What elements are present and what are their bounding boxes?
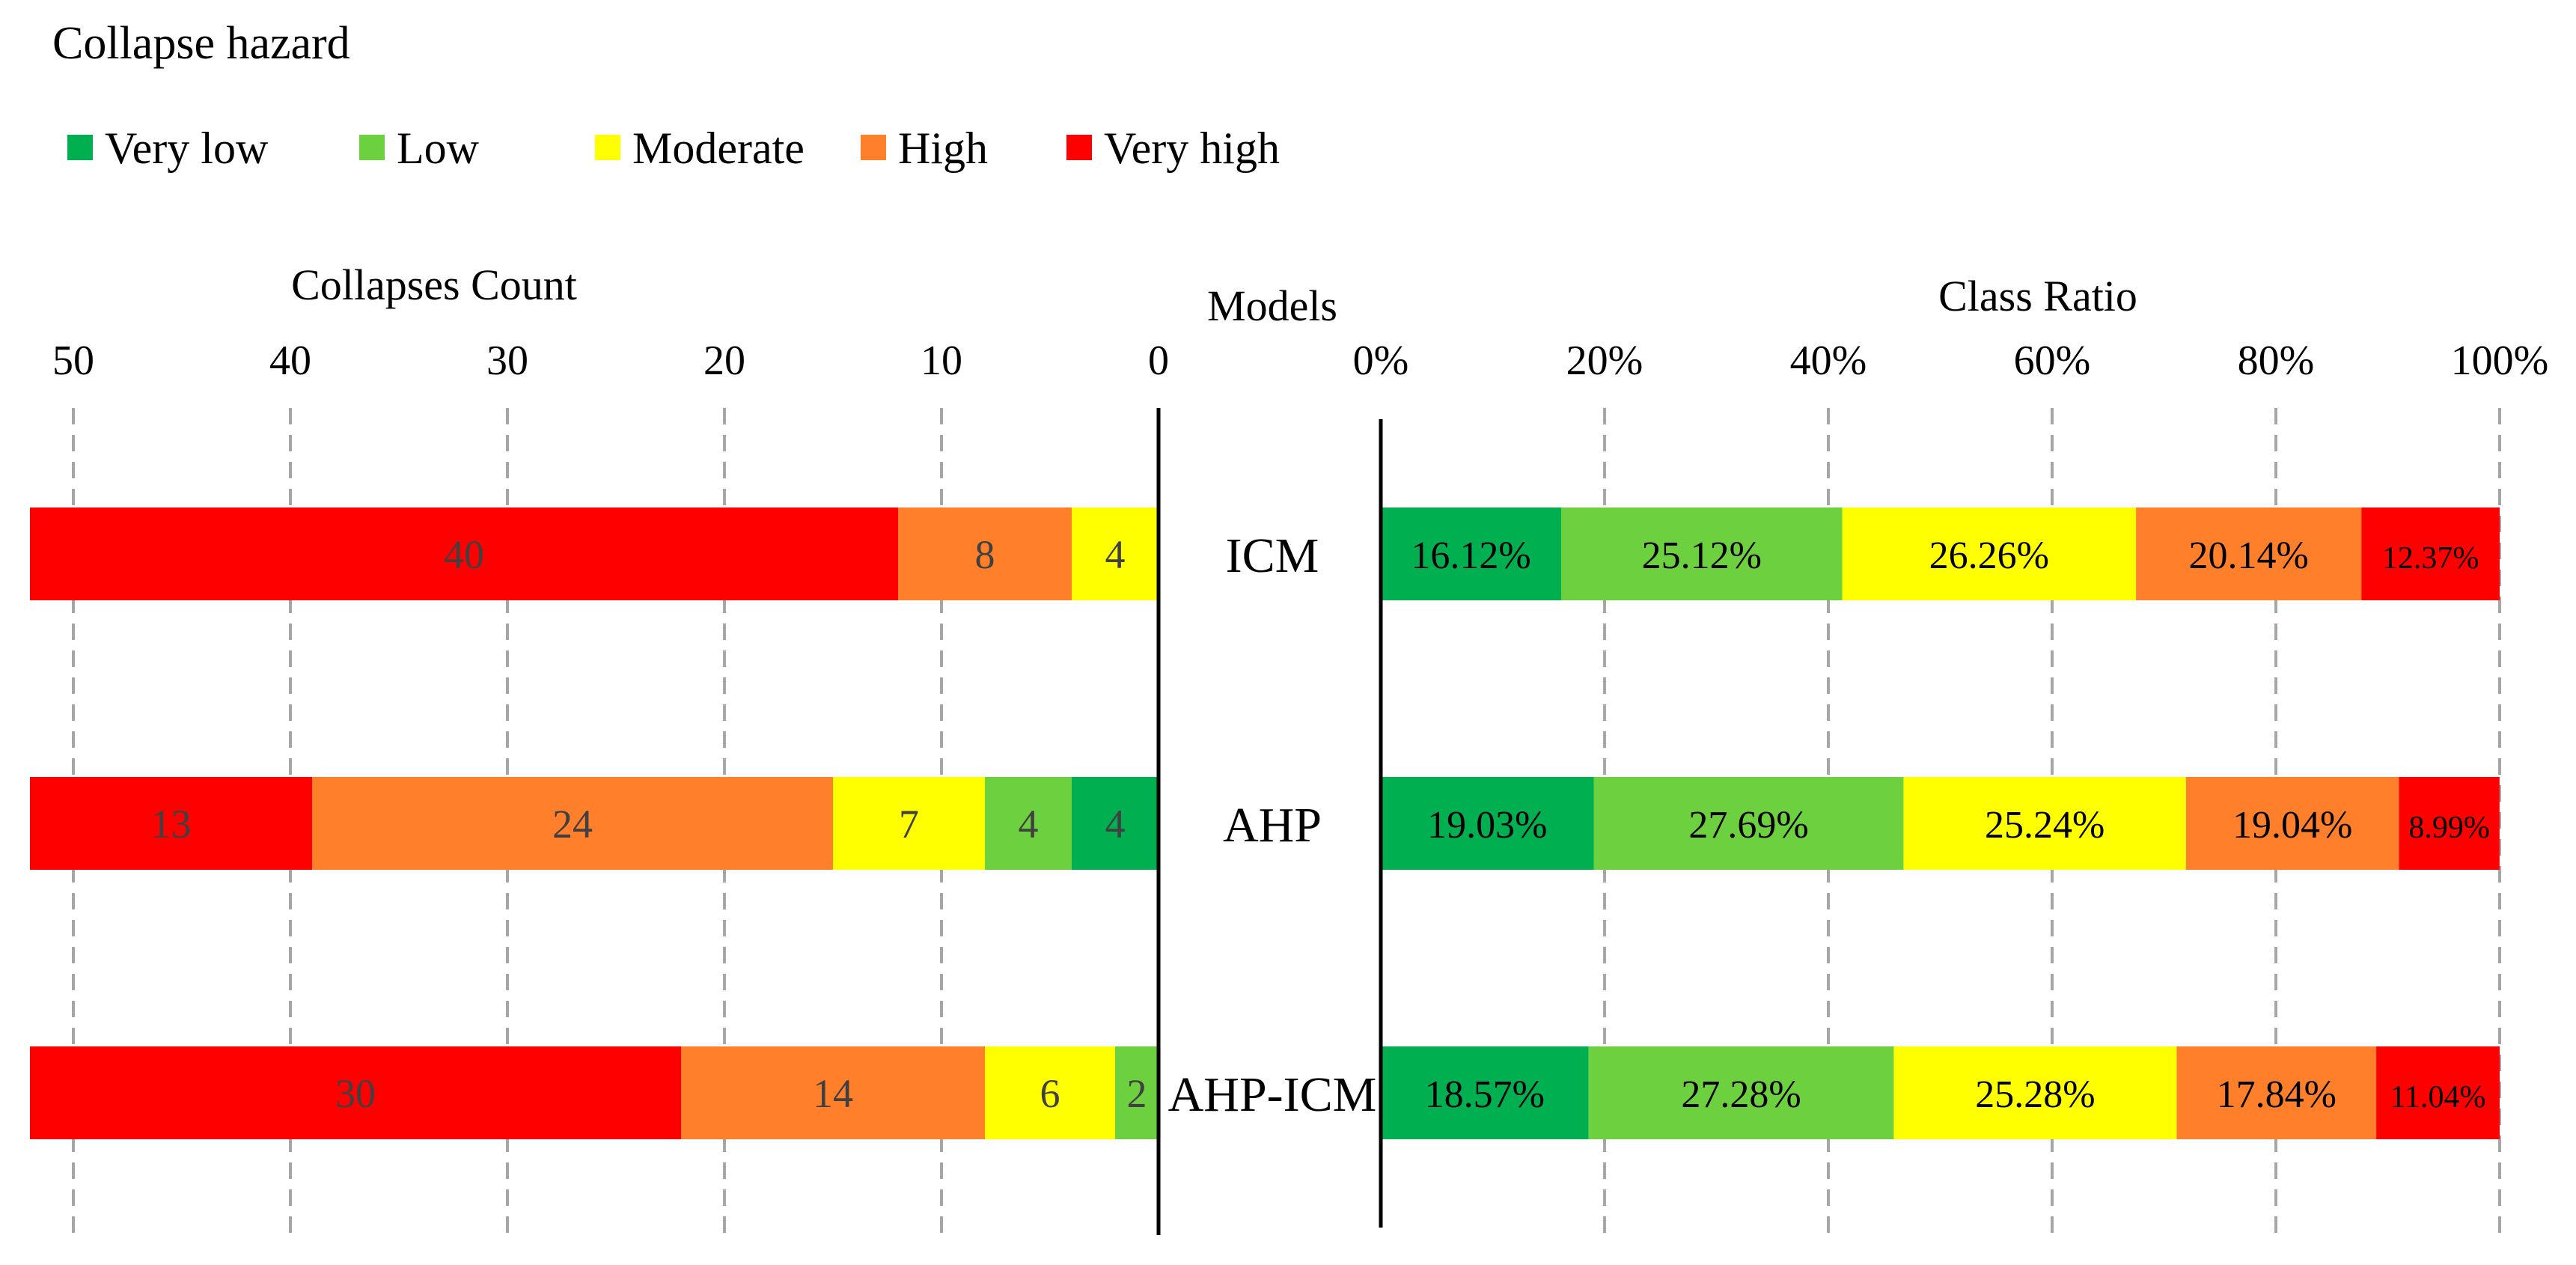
right-bar-ahp-low [1593,777,1904,870]
left-value-ahp-moderate: 7 [899,802,919,847]
left-value-ahp-high: 24 [552,802,593,847]
left-tick-50: 50 [52,338,94,384]
right-tick-80: 80% [2238,338,2315,384]
legend-label-high: High [898,124,988,173]
left-bar-icm-high [898,507,1072,600]
right-bar-ahp-icm-very-low [1381,1046,1589,1139]
right-value-ahp-high: 19.04% [2232,804,2352,847]
right-value-icm-low: 25.12% [1642,534,1762,577]
right-bar-ahp-very-low [1381,777,1594,870]
right-bar-ahp-icm-very-high [2376,1046,2500,1139]
left-tick-40: 40 [269,338,311,384]
legend-label-low: Low [397,124,480,173]
left-value-ahp-icm-very-high: 30 [335,1071,376,1116]
right-value-ahp-very-low: 19.03% [1427,804,1547,847]
right-bar-icm-very-high [2361,507,2500,600]
left-tick-30: 30 [486,338,528,384]
left-bar-ahp-very-high [30,777,312,870]
right-tick-40: 40% [1790,338,1867,384]
right-tick-100: 100% [2451,338,2549,384]
legend-swatch-moderate [595,135,620,160]
right-tick-20: 20% [1566,338,1643,384]
model-label-icm: ICM [1226,528,1319,583]
left-tick-0: 0 [1148,338,1169,384]
right-value-icm-moderate: 26.26% [1929,534,2049,577]
legend-swatch-very-low [67,135,93,160]
left-value-ahp-low: 4 [1019,802,1039,847]
model-label-ahp: AHP [1223,798,1322,853]
left-value-icm-very-high: 40 [444,532,484,577]
right-bar-ahp-icm-low [1588,1046,1894,1139]
left-value-ahp-very-low: 4 [1105,802,1126,847]
right-value-ahp-low: 27.69% [1688,804,1808,847]
right-value-ahp-icm-low: 27.28% [1681,1073,1801,1116]
left-tick-20: 20 [703,338,745,384]
left-bar-ahp-moderate [833,777,985,870]
legend-swatch-very-high [1066,135,1092,160]
left-value-ahp-icm-high: 14 [813,1071,853,1116]
left-bar-ahp-very-low [1072,777,1159,870]
legend-label-very-low: Very low [105,124,269,173]
left-bar-icm-moderate [1072,507,1159,600]
right-value-icm-very-high: 12.37% [2382,541,2479,576]
left-bar-ahp-high [312,777,833,870]
right-value-ahp-very-high: 8.99% [2408,811,2490,845]
left-value-icm-high: 8 [975,532,995,577]
right-bar-ahp-moderate [1903,777,2186,870]
right-chart-title: Class Ratio [1938,272,2137,320]
right-bar-icm-high [2136,507,2362,600]
right-bar-icm-low [1560,507,1843,600]
right-value-ahp-icm-high: 17.84% [2217,1073,2337,1116]
left-bar-ahp-icm-high [681,1046,985,1139]
right-tick-60: 60% [2014,338,2091,384]
legend-title: Collapse hazard [52,18,350,69]
right-value-icm-very-low: 16.12% [1411,534,1530,577]
legend-swatch-low [359,135,385,160]
right-value-ahp-moderate: 25.24% [1985,804,2105,847]
right-value-ahp-icm-very-high: 11.04% [2390,1080,2486,1115]
model-label-ahp-icm: AHP-ICM [1168,1067,1377,1122]
left-tick-10: 10 [921,338,962,384]
left-chart-collapses-count: 50 40 30 20 10 0 4 8 40 4 4 7 24 13 2 6 14 30 [30,338,1169,1235]
right-bar-icm-moderate [1842,507,2137,600]
left-value-ahp-icm-moderate: 6 [1040,1071,1060,1116]
left-bar-ahp-icm-moderate [985,1046,1115,1139]
left-bar-icm-very-high [30,507,898,600]
right-chart-class-ratio: 0% 20% 40% 60% 80% 100% 16.12% 25.12% 26.26% 20.1… [1353,338,2549,1235]
left-bar-ahp-icm-low [1115,1046,1159,1139]
right-value-ahp-icm-very-low: 18.57% [1425,1073,1545,1116]
right-value-icm-high: 20.14% [2189,534,2309,577]
right-tick-0: 0% [1353,338,1409,384]
right-bar-ahp-icm-high [2176,1046,2377,1139]
left-value-ahp-very-high: 13 [151,802,192,847]
left-value-ahp-icm-low: 2 [1127,1071,1147,1116]
left-chart-title: Collapses Count [291,260,577,309]
left-bar-ahp-icm-very-high [30,1046,681,1139]
right-value-ahp-icm-moderate: 25.28% [1975,1073,2095,1116]
legend-swatch-high [861,135,886,160]
legend-label-moderate: Moderate [632,124,805,173]
right-bar-icm-very-low [1381,507,1561,600]
legend-label-very-high: Very high [1104,124,1280,173]
left-value-icm-moderate: 4 [1105,532,1126,577]
right-bar-ahp-high [2185,777,2399,870]
model-labels: ICM AHP AHP-ICM [1168,528,1377,1122]
left-bar-ahp-low [985,777,1072,870]
right-bar-ahp-icm-moderate [1893,1046,2177,1139]
legend: Very low Low Moderate High Very high [67,124,1280,173]
models-label: Models [1207,281,1337,330]
right-bar-ahp-very-high [2399,777,2500,870]
